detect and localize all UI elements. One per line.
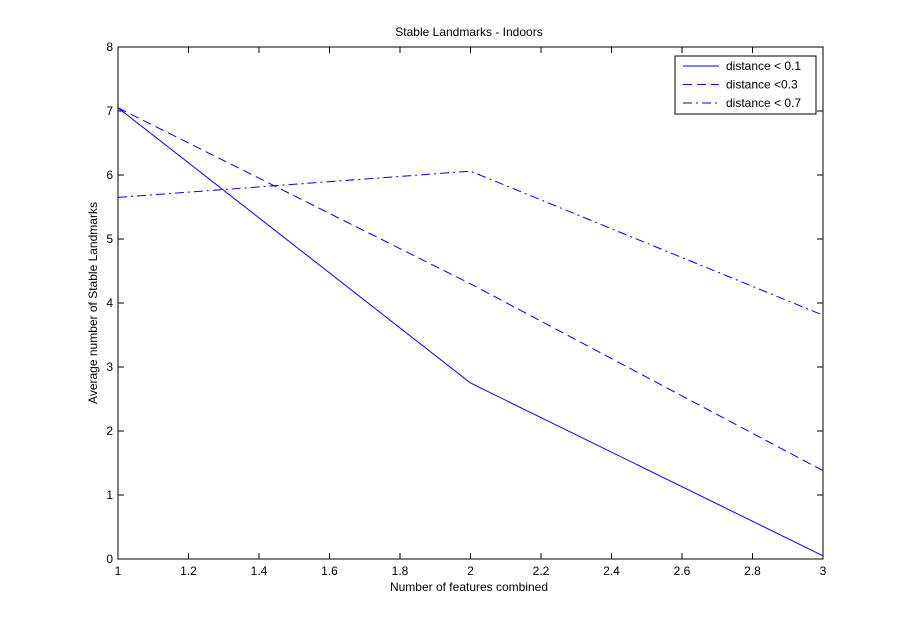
y-tick-label: 4 bbox=[106, 296, 113, 310]
x-tick-label: 2.2 bbox=[533, 564, 550, 578]
x-tick-label: 1.2 bbox=[180, 564, 197, 578]
x-tick-label: 1.8 bbox=[392, 564, 409, 578]
x-tick-label: 1 bbox=[115, 564, 122, 578]
y-axis-title: Average number of Stable Landmarks bbox=[86, 202, 100, 404]
plot-area bbox=[117, 46, 824, 560]
legend-entry-2: distance <0.3 bbox=[726, 78, 798, 92]
y-tick-label: 2 bbox=[106, 424, 113, 438]
y-tick-label: 0 bbox=[106, 552, 113, 566]
y-tick-label: 1 bbox=[106, 488, 113, 502]
y-tick-label: 6 bbox=[106, 168, 113, 182]
x-tick-label: 2.6 bbox=[674, 564, 691, 578]
x-tick-label: 2.4 bbox=[603, 564, 620, 578]
x-tick-label: 1.4 bbox=[251, 564, 268, 578]
x-tick-label: 1.6 bbox=[321, 564, 338, 578]
legend-entry-1: distance < 0.1 bbox=[726, 59, 801, 73]
legend: distance < 0.1 distance <0.3 distance < 0.… bbox=[674, 55, 817, 115]
x-tick-label: 2.8 bbox=[744, 564, 761, 578]
axis-ticks bbox=[117, 46, 824, 560]
series-lines bbox=[117, 107, 824, 557]
y-tick-label: 8 bbox=[106, 40, 113, 54]
x-tick-label: 2 bbox=[467, 564, 474, 578]
series-line-2 bbox=[117, 107, 824, 472]
y-tick-label: 3 bbox=[106, 360, 113, 374]
x-axis-title: Number of features combined bbox=[390, 580, 548, 594]
series-line-1 bbox=[117, 107, 824, 557]
chart-title: Stable Landmarks - Indoors bbox=[395, 25, 542, 39]
y-tick-label: 7 bbox=[106, 104, 113, 118]
legend-entry-3: distance < 0.7 bbox=[726, 96, 801, 110]
x-tick-label: 3 bbox=[820, 564, 827, 578]
y-tick-label: 5 bbox=[106, 232, 113, 246]
series-line-3 bbox=[117, 170, 824, 316]
